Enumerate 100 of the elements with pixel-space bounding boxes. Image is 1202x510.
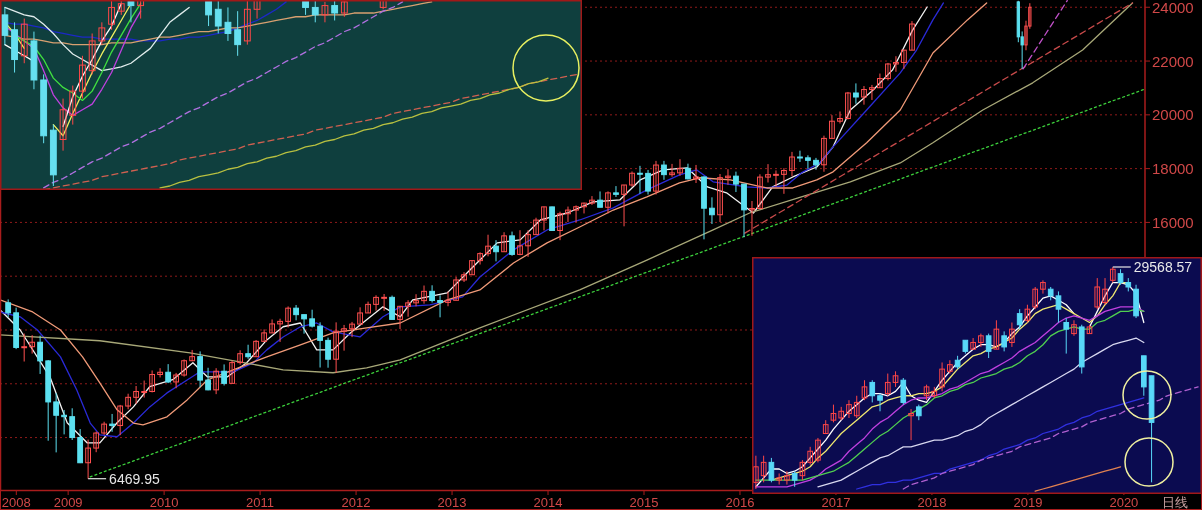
- x-tick-label: 2014: [533, 495, 563, 510]
- candlestick: [533, 217, 539, 236]
- candlestick: [637, 165, 643, 195]
- candlestick: [321, 1, 329, 23]
- x-tick-label: 2011: [246, 495, 275, 510]
- x-tick-label: 2019: [1013, 495, 1043, 510]
- candlestick: [573, 204, 579, 223]
- candlestick: [149, 369, 156, 393]
- candlestick: [877, 393, 883, 412]
- candlestick: [93, 431, 100, 453]
- candlestick: [317, 321, 323, 368]
- candlestick: [197, 350, 203, 388]
- candlestick: [53, 392, 60, 453]
- candlestick: [781, 167, 787, 195]
- candlestick: [117, 404, 124, 436]
- candlestick: [461, 271, 467, 283]
- candlestick: [101, 421, 108, 436]
- candlestick: [661, 160, 667, 181]
- candlestick: [29, 334, 36, 355]
- candlestick: [253, 339, 259, 358]
- candlestick: [693, 164, 699, 184]
- candlestick: [970, 337, 976, 350]
- candlestick: [908, 408, 914, 441]
- candlestick: [213, 367, 220, 395]
- candlestick: [69, 407, 76, 441]
- candlestick: [978, 333, 984, 348]
- candlestick: [557, 211, 563, 241]
- candlestick: [381, 293, 387, 312]
- candlestick: [501, 231, 507, 253]
- x-tick-label: 2018: [917, 495, 947, 510]
- candlestick: [517, 229, 523, 256]
- candlestick: [311, 0, 319, 23]
- candlestick: [797, 150, 803, 163]
- x-tick-label: 2012: [341, 495, 371, 510]
- candlestick: [1102, 277, 1108, 306]
- candlestick: [224, 6, 232, 42]
- candlestick: [525, 229, 531, 258]
- candlestick: [20, 18, 28, 64]
- candlestick: [645, 169, 651, 196]
- candlestick: [837, 110, 843, 124]
- candlestick: [214, 0, 222, 34]
- candlestick: [939, 361, 945, 392]
- candlestick: [253, 0, 261, 20]
- candlestick: [947, 359, 953, 375]
- candlestick: [413, 293, 419, 307]
- x-tick-label: 2015: [629, 495, 659, 510]
- candlestick: [405, 299, 411, 318]
- candlestick: [69, 85, 77, 126]
- candlestick: [333, 321, 339, 374]
- candlestick: [909, 20, 915, 51]
- candlestick: [477, 251, 483, 266]
- candlestick: [349, 321, 355, 338]
- candlestick: [993, 319, 1000, 350]
- candlestick: [331, 0, 339, 21]
- candlestick: [621, 184, 627, 227]
- candlestick: [109, 413, 115, 433]
- candlestick: [509, 231, 515, 257]
- candlestick: [629, 170, 635, 188]
- candlestick: [285, 305, 292, 328]
- candlestick: [469, 259, 475, 276]
- candlestick: [768, 457, 775, 483]
- candlestick: [181, 358, 187, 378]
- candlestick: [237, 349, 244, 366]
- candlestick: [261, 328, 268, 342]
- candlestick: [581, 202, 587, 214]
- candlestick: [1016, 308, 1023, 330]
- candlestick: [157, 367, 163, 378]
- candlestick: [853, 82, 859, 105]
- candlestick: [445, 291, 451, 307]
- candlestick: [805, 154, 811, 170]
- candlestick: [189, 349, 196, 362]
- candlestick: [815, 437, 821, 463]
- y-tick-label: 22000: [1152, 52, 1194, 70]
- candlestick: [821, 135, 827, 173]
- candlestick: [549, 206, 555, 231]
- annotation: 6469.95: [109, 470, 160, 487]
- candlestick: [85, 439, 91, 480]
- candlestick: [900, 377, 907, 406]
- candlestick: [893, 55, 899, 73]
- candlestick: [221, 363, 227, 386]
- y-tick-label: 24000: [1152, 0, 1194, 16]
- candlestick: [669, 163, 675, 178]
- candlestick: [589, 195, 595, 206]
- candlestick: [269, 318, 275, 334]
- candlestick: [293, 304, 299, 321]
- candlestick: [789, 151, 795, 177]
- candlestick: [773, 169, 779, 188]
- x-tick-label: 2008: [1, 495, 31, 510]
- candlestick: [985, 333, 992, 359]
- candlestick: [653, 160, 659, 196]
- candlestick: [677, 158, 683, 177]
- candlestick: [245, 344, 251, 360]
- candlestick: [243, 0, 251, 46]
- candlestick: [784, 470, 790, 486]
- candlestick: [277, 318, 283, 343]
- y-tick-label: 20000: [1152, 106, 1194, 124]
- candlestick: [229, 360, 235, 384]
- candlestick: [541, 206, 547, 231]
- candlestick: [717, 173, 723, 223]
- candlestick: [59, 98, 67, 152]
